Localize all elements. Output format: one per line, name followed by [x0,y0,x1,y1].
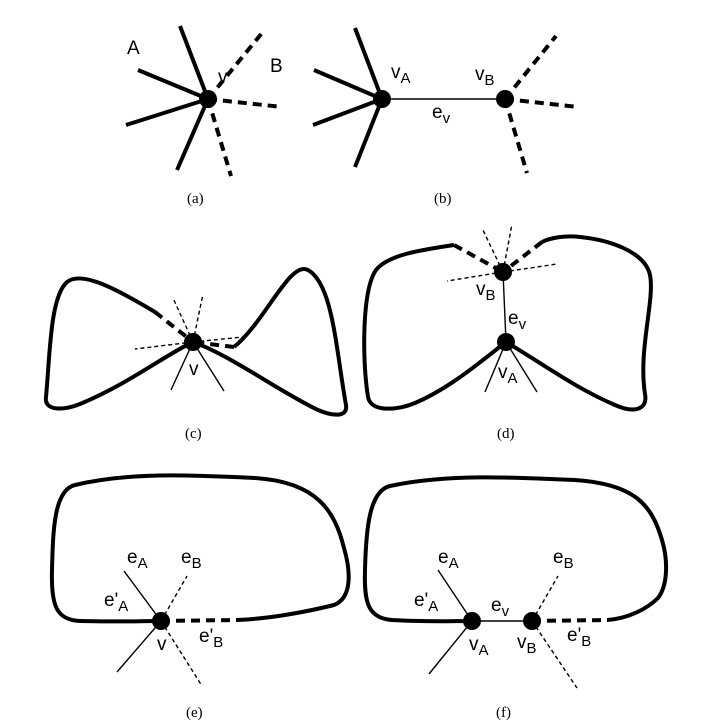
edge-c-thin-2 [192,341,225,392]
edge-b-dashed-3 [503,98,529,174]
edge-d-thin-1 [484,341,507,393]
label-b-vB: vB [475,64,495,89]
edge-a-solid-3 [125,97,209,127]
panel-b: vA vB ev (b) [312,27,579,207]
panel-f: eA eB e'A ev vA vB e'B (f) [362,475,669,721]
edge-c-tdash-1 [134,341,194,350]
loop-f [362,475,669,624]
label-d-ev: ev [508,308,527,333]
label-f-eB: eB [553,547,574,572]
vertex-b-vB [496,90,514,108]
caption-e: (e) [186,705,203,721]
label-a-v: v [218,67,228,88]
edge-f-eA [437,569,473,622]
edge-a-dashed-2 [207,97,283,109]
caption-a: (a) [187,191,204,207]
caption-b: (b) [434,191,452,207]
label-a-A: A [127,38,140,59]
label-f-vA: vA [469,634,489,659]
edge-d-thin-2 [505,341,538,393]
panel-a: A B v (a) [125,25,283,207]
vertex-f-vB [523,612,541,630]
label-b-ev: ev [432,102,451,127]
caption-c: (c) [185,426,202,442]
vertex-d-vB [494,263,512,281]
caption-f: (f) [496,705,511,721]
edge-b-solid-4 [353,98,384,168]
label-e-eB: eB [181,547,202,572]
label-e-eA: eA [127,547,148,572]
edge-d-tdash-2 [502,263,558,273]
label-b-vA: vA [391,62,411,87]
edge-e-eA [123,570,162,622]
label-f-vB: vB [517,632,537,657]
vertex-c-v [184,333,202,351]
vertex-f-vA [463,612,481,630]
vertex-a-v [199,90,217,108]
edge-e-dashed-epB [160,618,237,623]
edge-d-dashed-left [453,243,504,274]
edge-b-dashed-2 [504,97,579,109]
edge-b-solid-3 [312,97,383,127]
edge-f-dashed-epB [531,618,609,623]
edge-b-solid-1 [353,27,384,100]
edge-d-tdash-1 [446,271,504,282]
edge-a-solid-1 [178,25,210,100]
edge-a-dashed-1 [206,31,264,101]
edge-a-solid-2 [137,68,209,101]
label-f-epA: e'A [414,590,438,615]
vertex-e-v [152,612,170,630]
loop-c-left [43,276,194,411]
edge-d-dashed-right [501,240,544,274]
label-f-ev: ev [491,595,510,620]
label-d-vB: vB [476,279,496,304]
edge-b-dashed-1 [503,34,558,101]
edge-a-dashed-3 [206,98,233,177]
label-f-epB: e'B [567,625,591,650]
vertex-b-vA [373,90,391,108]
loop-d [362,234,653,412]
edge-a-solid-4 [175,98,210,171]
edge-e-tdash-lower [160,620,203,687]
label-e-epA: e'A [104,590,128,615]
panel-e: eA eB e'A e'B v (e) [49,473,351,721]
loop-c-right [192,266,349,417]
label-c-v: v [189,359,199,380]
edge-d-ev [502,271,507,343]
edge-e-thin-lower [116,620,162,673]
panel-d: vB ev vA (d) [362,223,653,442]
label-d-vA: vA [498,362,518,387]
panel-c: v (c) [43,266,349,442]
caption-d: (d) [497,426,515,442]
label-a-B: B [270,56,283,77]
vertex-d-vA [497,333,515,351]
edge-f-thin-lower [428,620,473,675]
label-e-epB: e'B [199,626,223,651]
label-e-v: v [157,634,167,655]
loop-e [49,473,351,624]
edge-b-solid-2 [313,68,383,101]
edge-c-dashed-left [153,310,195,344]
label-f-eA: eA [438,547,459,572]
